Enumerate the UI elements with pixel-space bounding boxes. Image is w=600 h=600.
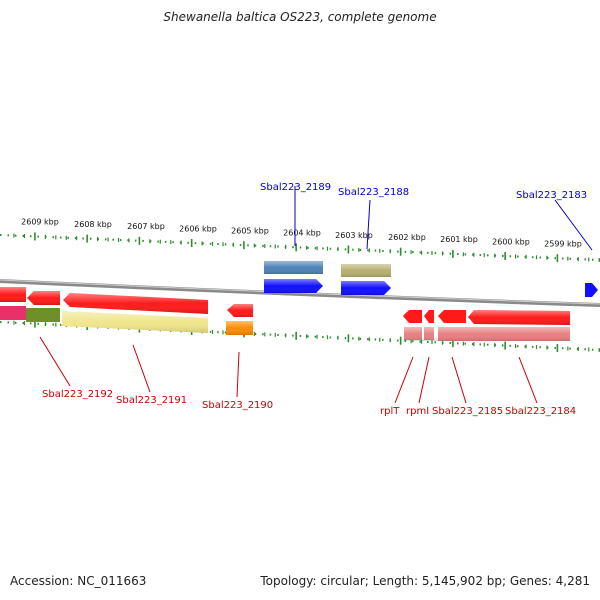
gene-rpmi-arrow — [424, 310, 434, 323]
label-sbal223-2191: Sbal223_2191 — [116, 395, 187, 406]
ruler-label: 2605 kbp — [231, 226, 269, 235]
label-rplt: rplT — [380, 406, 400, 417]
label-sbal223-2190: Sbal223_2190 — [202, 400, 273, 411]
gene-labels: Sbal223_2189 Sbal223_2188 Sbal223_2183 S… — [42, 182, 587, 417]
forward-features — [264, 261, 598, 297]
label-sbal223-2185: Sbal223_2185 — [432, 406, 503, 417]
accession-label: Accession: NC_011663 — [10, 574, 147, 588]
page-title: Shewanella baltica OS223, complete genom… — [163, 10, 437, 24]
ruler-label: 2602 kbp — [388, 233, 426, 242]
upper-ruler-ticks — [13, 232, 600, 263]
ruler-label: 2601 kbp — [440, 235, 478, 244]
gene-sbal223-2185-arrow — [438, 310, 466, 323]
lower-ruler-dots — [0, 321, 600, 351]
gene-sbal223-2183-arrow — [585, 283, 598, 297]
ruler-label: 2600 kbp — [492, 237, 530, 246]
gene-rplt-arrow — [403, 310, 422, 323]
ruler-label: 2599 kbp — [544, 239, 582, 248]
upper-ruler: 2609 kbp 2608 kbp 2607 kbp 2606 kbp 2605 kbp… — [0, 218, 600, 263]
label-sbal223-2184: Sbal223_2184 — [505, 406, 576, 417]
ruler-labels: 2609 kbp 2608 kbp 2607 kbp 2606 kbp 2605 kbp… — [21, 218, 582, 249]
genome-summary: Topology: circular; Length: 5,145,902 bp… — [260, 574, 590, 588]
label-leaders — [39, 186, 593, 404]
ruler-label: 2603 kbp — [335, 231, 373, 240]
ruler-label: 2608 kbp — [74, 220, 112, 229]
ruler-label: 2609 kbp — [21, 218, 59, 227]
label-sbal223-2183: Sbal223_2183 — [516, 190, 587, 201]
label-sbal223-2192: Sbal223_2192 — [42, 389, 113, 400]
label-sbal223-2188: Sbal223_2188 — [338, 187, 409, 198]
ruler-label: 2606 kbp — [179, 224, 217, 233]
feature-sbal223-2192-cds-pink — [0, 306, 26, 320]
feature-sbal223-2192-cds-green — [26, 308, 60, 322]
genome-backbone — [0, 279, 600, 307]
label-rpmi: rpmI — [406, 406, 429, 417]
ruler-label: 2604 kbp — [283, 229, 321, 238]
label-sbal223-2189: Sbal223_2189 — [260, 182, 331, 193]
ruler-label: 2607 kbp — [127, 222, 165, 231]
upper-ruler-dots — [0, 234, 600, 261]
reverse-features — [0, 287, 570, 341]
